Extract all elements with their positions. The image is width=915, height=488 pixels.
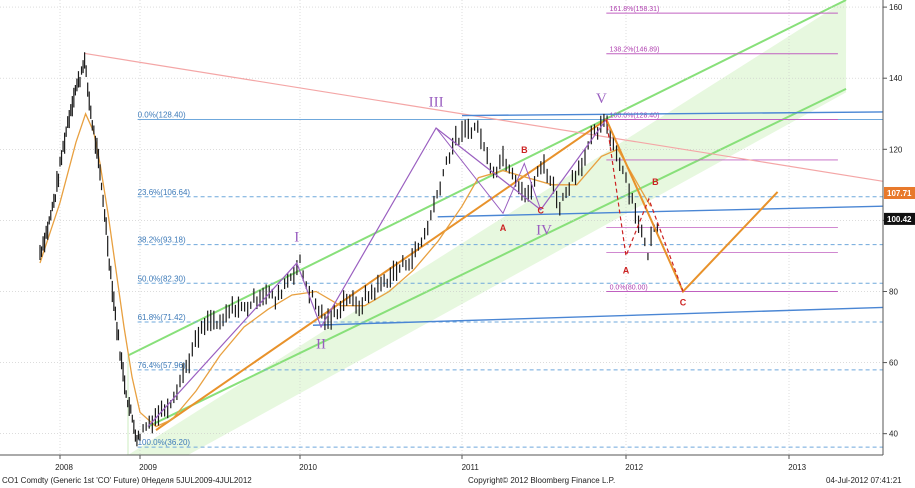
fibonacci-levels: 0.0%(128.40) 23.6%(106.64) 38.2%(93.18) 50.…	[137, 6, 883, 448]
wave-label: IV	[536, 223, 552, 239]
x-tick-label: 2013	[788, 463, 806, 472]
abc-label: A	[623, 266, 630, 276]
price-tag-label: 107.71	[887, 189, 912, 198]
fib-retracement-label: 38.2%(93.18)	[138, 236, 186, 245]
resistance-trend-line	[83, 52, 884, 182]
y-tick-label: 120	[889, 145, 903, 154]
price-series	[39, 52, 658, 447]
abc-path	[435, 127, 542, 215]
abc-label: C	[680, 298, 687, 308]
y-tick-label: 60	[889, 359, 898, 368]
price-tag-label: 100.42	[887, 215, 912, 224]
fib-retracement-label: 23.6%(106.64)	[138, 188, 191, 197]
footer-copyright: Copyright© 2012 Bloomberg Finance L.P.	[468, 476, 616, 485]
fib-extension-label: 138.2%(146.89)	[610, 47, 660, 54]
fib-retracement-label: 100.0%(36.20)	[138, 438, 191, 447]
wave-label: V	[596, 91, 607, 107]
y-tick-label: 40	[889, 430, 898, 439]
fib-retracement-label: 50.0%(82.30)	[138, 274, 186, 283]
abc-label: B	[521, 145, 528, 155]
fib-extension-label: 100.0%(128.40)	[610, 112, 660, 119]
fib-extension-label: 0.0%(80.00)	[610, 284, 648, 291]
x-tick-label: 2008	[55, 463, 73, 472]
channel-fill	[128, 0, 847, 455]
y-tick-label: 160	[889, 3, 903, 12]
moving-average-line	[39, 112, 652, 428]
blue-top-line	[461, 111, 884, 117]
price-chart: 0.0%(128.40) 23.6%(106.64) 38.2%(93.18) 50.…	[0, 0, 915, 472]
abc-label: B	[652, 177, 659, 187]
orange-trend-line	[155, 118, 607, 431]
abc-label: A	[500, 223, 507, 233]
abc-label: C	[537, 205, 544, 215]
fib-retracement-label: 0.0%(128.40)	[138, 110, 186, 119]
blue-mid-line	[437, 205, 884, 218]
fib-retracement-label: 61.8%(71.42)	[138, 313, 186, 322]
channel-upper-line	[127, 0, 847, 357]
footer-timestamp: 04-Jul-2012 07:41:21	[826, 476, 902, 485]
blue-support-line	[312, 306, 884, 326]
trend-lines	[83, 52, 884, 431]
price-tag	[884, 186, 915, 199]
y-tick-label: 80	[889, 287, 898, 296]
y-tick-label: 140	[889, 74, 903, 83]
wave-label: III	[429, 95, 444, 111]
wave-path	[147, 119, 607, 427]
axes: 4060801001201401602008200920102011201220…	[0, 0, 915, 472]
footer-instrument: CO1 Comdty (Generic 1st 'CO' Future) 0Не…	[2, 476, 252, 485]
x-tick-label: 2011	[462, 463, 480, 472]
wave-label: I	[294, 230, 299, 246]
price-tag	[884, 212, 915, 225]
grid	[0, 0, 883, 455]
fib-extension-label: 161.8%(158.31)	[610, 6, 660, 13]
footer: CO1 Comdty (Generic 1st 'CO' Future) 0Не…	[0, 476, 915, 488]
red-projection	[605, 119, 684, 292]
x-tick-label: 2012	[625, 463, 643, 472]
wave-label: II	[316, 336, 326, 352]
x-tick-label: 2009	[139, 463, 157, 472]
x-tick-label: 2010	[299, 463, 317, 472]
fib-retracement-label: 76.4%(57.96)	[138, 361, 186, 370]
